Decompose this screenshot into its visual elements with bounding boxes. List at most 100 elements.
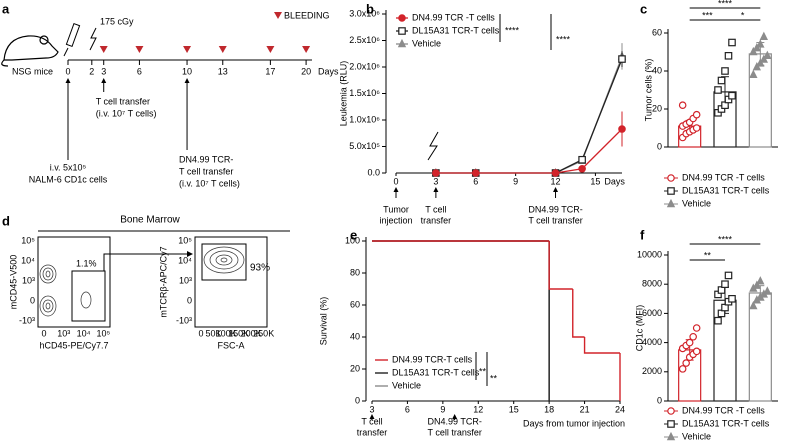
x-tick-label: 12 bbox=[551, 176, 561, 186]
marker bbox=[763, 286, 772, 295]
irradiation-icon bbox=[427, 131, 439, 161]
y-tick-label: 80 bbox=[350, 267, 360, 277]
legend-label: DN4.99 TCR-T cells bbox=[392, 354, 473, 364]
x-tick-label: 21 bbox=[580, 404, 590, 414]
arrow bbox=[103, 253, 190, 271]
y-tick-label: 40 bbox=[652, 65, 662, 75]
annotation: transfer bbox=[357, 427, 388, 437]
marker bbox=[721, 67, 729, 75]
y-tick-label: 2.5x10⁶ bbox=[349, 35, 380, 45]
series-line bbox=[435, 128, 623, 174]
x-tick-label: 6 bbox=[405, 404, 410, 414]
subject-label: NSG mice bbox=[12, 66, 53, 76]
y-tick-label: 10³ bbox=[22, 275, 35, 285]
panel-label: b bbox=[366, 1, 374, 16]
y-tick-label: 40 bbox=[350, 331, 360, 341]
marker bbox=[678, 101, 687, 110]
y-tick-label: 2000 bbox=[642, 366, 662, 376]
marker bbox=[692, 110, 701, 119]
marker bbox=[682, 359, 690, 367]
annotation: DN4.99 TCR- bbox=[528, 204, 582, 214]
x-tick-label: 50K bbox=[206, 328, 222, 338]
marker bbox=[721, 280, 729, 289]
significance-label: * bbox=[741, 10, 745, 20]
marker bbox=[398, 14, 406, 22]
marker bbox=[728, 38, 736, 47]
x-tick-label: 3 bbox=[433, 176, 438, 186]
y-axis-label: mTCRβ-APC/Cy7 bbox=[158, 246, 168, 317]
annotation: T cell bbox=[361, 416, 382, 426]
x-tick-label: 9 bbox=[440, 404, 445, 414]
x-tick-label: 2 bbox=[89, 66, 94, 76]
x-tick-label: 10 bbox=[182, 66, 192, 76]
marker bbox=[714, 86, 722, 94]
legend-label: Vehicle bbox=[682, 198, 711, 208]
arrow-head bbox=[452, 414, 458, 419]
x-tick-label: 6 bbox=[473, 176, 478, 186]
marker bbox=[728, 91, 736, 100]
x-tick-label: 0 bbox=[41, 328, 46, 338]
y-tick-label: 0 bbox=[30, 295, 35, 305]
legend-label: Vehicle bbox=[682, 431, 711, 441]
arrow-head bbox=[187, 251, 193, 257]
y-tick-label: -10³ bbox=[19, 315, 35, 325]
bleeding-marker bbox=[302, 46, 311, 53]
significance-label: **** bbox=[718, 0, 733, 8]
x-axis-label: hCD45-PE/Cy7.7 bbox=[39, 340, 108, 350]
survival-step bbox=[548, 241, 573, 290]
legend-label: DL15A31 TCR-T cells bbox=[392, 367, 480, 377]
syringe-icon bbox=[63, 22, 81, 57]
annotation: (i.v. 10⁷ T cells) bbox=[96, 108, 157, 118]
legend-label: Vehicle bbox=[412, 38, 441, 48]
x-tick-label: 9 bbox=[513, 176, 518, 186]
survival-step bbox=[583, 337, 620, 354]
x-tick-label: 10⁴ bbox=[77, 328, 91, 338]
marker bbox=[692, 124, 701, 132]
marker bbox=[728, 295, 736, 303]
arrow-head bbox=[433, 187, 439, 192]
annotation: DN4.99 TCR- bbox=[427, 416, 481, 426]
y-tick-label: 10⁵ bbox=[21, 235, 35, 245]
y-tick-label: 3.0x10⁶ bbox=[349, 8, 380, 18]
arrow-head bbox=[65, 78, 71, 83]
marker bbox=[749, 300, 758, 310]
annotation: T cell bbox=[425, 204, 446, 214]
series-line bbox=[435, 58, 623, 174]
survival-step bbox=[572, 289, 585, 338]
legend-label: Vehicle bbox=[392, 380, 421, 390]
y-tick-label: 0.0 bbox=[367, 167, 380, 177]
bleeding-marker bbox=[135, 46, 144, 53]
y-tick-label: 8000 bbox=[642, 279, 662, 289]
x-tick-label: 6 bbox=[137, 66, 142, 76]
x-tick-label: 100K bbox=[216, 328, 237, 338]
y-axis-label: mCD45-V500 bbox=[8, 255, 18, 310]
y-tick-label: 5.0x10⁵ bbox=[349, 141, 380, 151]
x-tick-label: 150K bbox=[228, 328, 249, 338]
x-tick-label: 12 bbox=[473, 404, 483, 414]
marker bbox=[618, 125, 626, 133]
annotation: T cell transfer bbox=[96, 96, 150, 106]
gate bbox=[201, 243, 247, 281]
y-tick-label: 10000 bbox=[637, 249, 662, 259]
significance-label: ** bbox=[479, 366, 487, 376]
marker bbox=[756, 276, 765, 285]
legend-label: DN4.99 TCR -T cells bbox=[682, 172, 765, 182]
marker bbox=[666, 198, 676, 208]
arrow-head bbox=[369, 414, 375, 419]
x-tick-label: 250K bbox=[253, 328, 274, 338]
annotation: NALM-6 CD1c cells bbox=[29, 174, 108, 184]
x-tick-label: 15 bbox=[590, 176, 600, 186]
bar bbox=[748, 53, 772, 148]
y-tick-label: 1.5x10⁶ bbox=[349, 88, 380, 98]
marker bbox=[692, 347, 701, 356]
marker bbox=[578, 155, 586, 164]
y-tick-label: 100 bbox=[345, 235, 360, 245]
y-tick-label: 0 bbox=[657, 395, 662, 405]
panel-label: a bbox=[2, 1, 10, 16]
x-axis-label: Days bbox=[604, 176, 625, 186]
y-tick-label: 2.0x10⁶ bbox=[349, 61, 380, 71]
x-axis-label: Days bbox=[318, 66, 339, 76]
legend-label: DL15A31 TCR-T cells bbox=[682, 185, 770, 195]
contours bbox=[39, 264, 92, 317]
annotation: T cell transfer bbox=[427, 427, 481, 437]
